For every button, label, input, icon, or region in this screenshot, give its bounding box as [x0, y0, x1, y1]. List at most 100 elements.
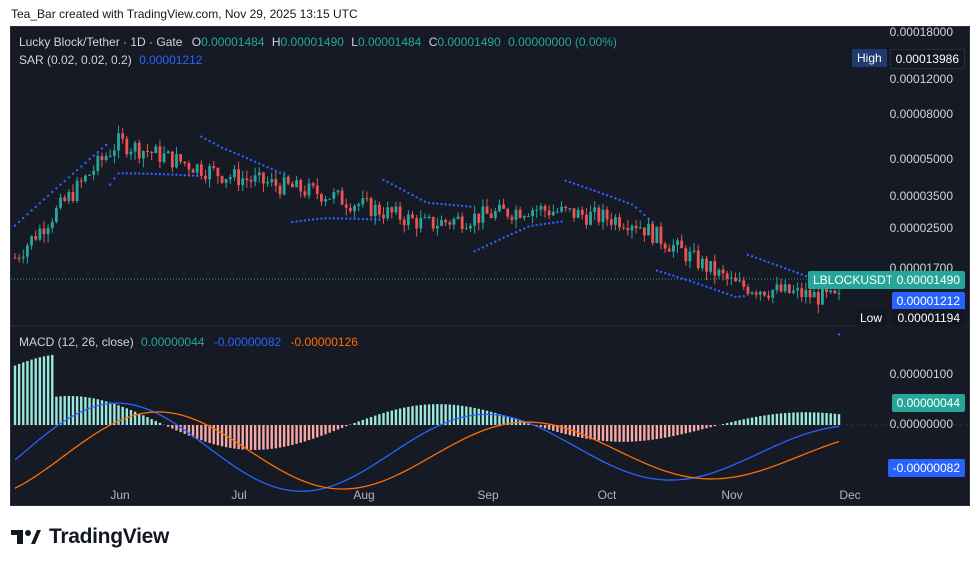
candle-body — [262, 172, 265, 184]
candle-body — [257, 172, 261, 176]
sar-dot — [535, 223, 538, 227]
sar-dot — [291, 220, 294, 224]
sar-dot — [576, 183, 580, 187]
candle-body — [667, 248, 671, 252]
macd-hist-bar — [382, 412, 385, 425]
candle-body — [746, 286, 750, 294]
macd-tick: 0.00000000 — [889, 417, 953, 431]
sar-label[interactable]: SAR (0.02, 0.02, 0.2) — [19, 53, 132, 67]
sar-dot — [191, 174, 195, 177]
sar-dot — [274, 169, 278, 173]
macd-hist-bar — [614, 425, 617, 442]
macd-hist-bar — [485, 410, 489, 425]
macd-hist-bar — [663, 425, 667, 438]
macd-hist-bar — [779, 413, 783, 425]
macd-label[interactable]: MACD (12, 26, close) — [19, 335, 134, 349]
macd-hist-bar — [282, 425, 286, 447]
candle-body — [175, 154, 178, 168]
macd-hist-bar — [494, 412, 497, 425]
macd-hist-bar — [576, 425, 580, 438]
macd-hist-bar — [100, 400, 104, 425]
sar-dot — [204, 137, 207, 141]
chart-frame[interactable]: Lucky Block/Tether · 1D · Gate O0.000014… — [10, 26, 970, 506]
sar-dot — [224, 148, 228, 151]
macd-hist-bar — [688, 425, 692, 433]
sar-dot — [142, 172, 145, 175]
macd-hist-bar — [775, 413, 779, 425]
candle-body — [589, 211, 592, 225]
sar-dot — [411, 193, 414, 197]
macd-hist-bar — [26, 360, 29, 425]
macd-hist-bar — [307, 425, 311, 441]
sar-dot — [129, 172, 133, 175]
sar-dot — [92, 154, 95, 157]
symbol-title[interactable]: Lucky Block/Tether · 1D · Gate — [19, 35, 183, 49]
sar-dot — [398, 187, 402, 190]
candle-body — [162, 153, 166, 162]
candle-body — [605, 209, 609, 220]
candle-body — [315, 185, 319, 195]
sar-dot — [241, 155, 244, 158]
candle-body — [618, 217, 621, 228]
candle-body — [754, 292, 758, 295]
candle-body — [696, 250, 700, 269]
sar-dot — [630, 203, 634, 206]
sar-dot — [59, 183, 62, 186]
sar-dot — [622, 200, 625, 203]
candle-body — [344, 204, 348, 208]
tradingview-brand[interactable]: TradingView — [11, 525, 169, 549]
candle-body — [249, 179, 253, 182]
sar-dot — [311, 218, 315, 221]
macd-hist-bar — [581, 425, 584, 438]
ohlc-legend: Lucky Block/Tether · 1D · Gate O0.000014… — [19, 35, 617, 49]
candle-body — [750, 292, 754, 294]
candle-body — [522, 216, 526, 218]
price-tick: 0.00012000 — [889, 72, 953, 86]
candle-body — [117, 133, 120, 151]
candle-body — [411, 214, 414, 219]
sar-dot — [233, 151, 236, 155]
macd-hist-bar — [647, 425, 650, 441]
sar-dot — [610, 195, 613, 199]
macd-hist-bar — [59, 396, 62, 425]
macd-line — [14, 402, 840, 492]
candle-body — [353, 205, 356, 212]
sar-dot — [179, 173, 182, 177]
macd-hist-bar — [75, 396, 79, 425]
macd-hist-bar — [634, 425, 638, 442]
candle-body — [531, 210, 534, 217]
macd-hist-bar — [680, 425, 683, 435]
candle-body — [713, 261, 717, 276]
macd-hist-bar — [523, 421, 526, 425]
sar-dot — [171, 173, 174, 176]
macd-hist-bar — [502, 415, 505, 425]
candle-body — [415, 218, 419, 229]
candle-body — [30, 236, 33, 246]
sar-dot — [465, 205, 468, 208]
macd-hist-bar — [216, 425, 220, 446]
macd-hist-bar — [175, 425, 178, 431]
candle-body — [556, 211, 559, 213]
candle-body — [816, 292, 820, 305]
macd-hist-bar — [543, 425, 547, 429]
sar-value: 0.00001212 — [139, 53, 203, 67]
candle-body — [104, 156, 108, 160]
candle-body — [88, 174, 91, 176]
sar-dot — [440, 202, 443, 206]
macd-hist-bar — [22, 362, 25, 425]
sar-dot — [183, 174, 186, 177]
sar-dot — [415, 196, 418, 199]
macd-hist-value: 0.00000044 — [141, 335, 205, 349]
macd-hist-bar — [229, 425, 232, 448]
candle-body — [460, 216, 464, 229]
close-label: C — [428, 35, 438, 49]
sar-dot — [117, 172, 120, 175]
candle-body — [307, 183, 311, 196]
candle-body — [303, 191, 307, 196]
sar-dot — [543, 222, 547, 226]
sar-dot — [494, 240, 497, 243]
sar-dot — [498, 238, 501, 241]
macd-hist-bar — [676, 425, 679, 436]
sar-dot — [581, 185, 584, 188]
macd-hist-bar — [407, 406, 410, 425]
